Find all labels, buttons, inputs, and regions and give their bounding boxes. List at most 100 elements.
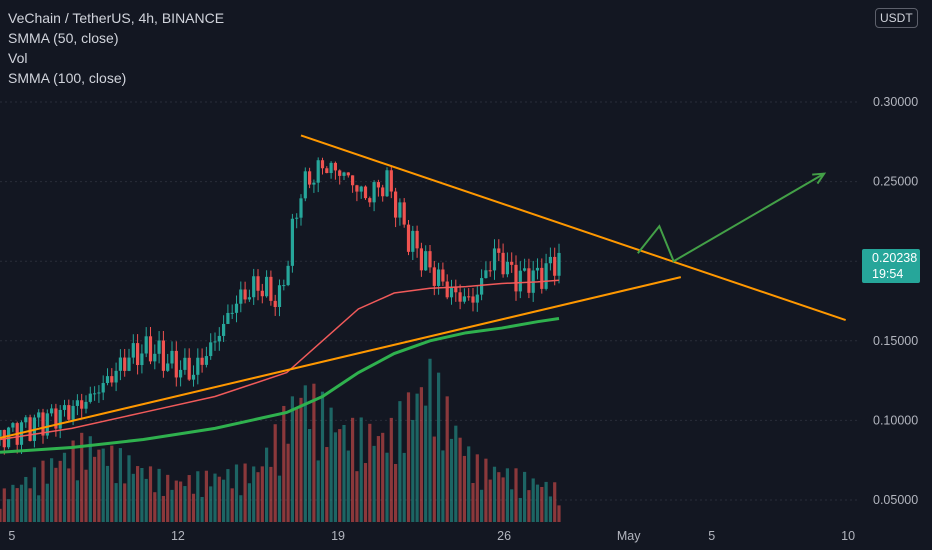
candle-body	[247, 297, 251, 300]
currency-unit-badge[interactable]: USDT	[875, 8, 918, 28]
candle-body	[497, 248, 501, 253]
volume-bar	[93, 456, 97, 522]
candle-body	[0, 429, 2, 437]
volume-bar	[187, 475, 191, 522]
candle-body	[131, 343, 135, 358]
volume-bar	[312, 383, 316, 522]
price-tick-label: 0.15000	[873, 334, 918, 348]
volume-bar	[226, 469, 230, 522]
volume-bar	[200, 496, 204, 522]
candle-body	[183, 357, 187, 370]
candle-body	[110, 376, 114, 383]
volume-bar	[183, 486, 187, 522]
candle-body	[333, 162, 337, 171]
candle-body	[355, 185, 359, 192]
volume-bar	[325, 447, 329, 522]
volume-bar	[557, 505, 561, 522]
volume-bar	[308, 428, 312, 522]
volume-bar	[256, 472, 260, 522]
volume-bar	[432, 436, 436, 522]
candle-body	[527, 268, 531, 293]
volume-bar	[105, 465, 110, 522]
candle-body	[71, 405, 75, 420]
volume-bar	[71, 440, 75, 522]
volume-bar	[32, 467, 36, 522]
volume-bar	[15, 488, 19, 522]
volume-bar	[28, 488, 32, 522]
volume-bar	[62, 452, 67, 522]
candle-body	[67, 405, 71, 420]
time-tick-label: 26	[497, 529, 511, 543]
candle-body	[84, 401, 88, 409]
volume-bar	[381, 432, 385, 522]
candle-body	[518, 270, 522, 292]
candle-body	[398, 202, 402, 218]
candle-body	[230, 312, 234, 314]
volume-bar	[355, 471, 359, 522]
volume-bar	[505, 468, 509, 522]
volume-bar	[88, 436, 92, 522]
volume-bars	[0, 358, 561, 522]
volume-bar	[449, 438, 454, 522]
volume-bar	[467, 446, 471, 522]
volume-bar	[389, 417, 393, 522]
candle-body	[320, 160, 325, 169]
volume-bar	[320, 391, 325, 522]
volume-bar	[265, 447, 269, 522]
candle-body	[471, 296, 475, 303]
volume-bar	[252, 466, 256, 522]
volume-bar	[535, 484, 540, 522]
candle-body	[458, 292, 462, 302]
candle-body	[93, 393, 97, 395]
candle-body	[363, 186, 368, 199]
price-tick-label: 0.05000	[873, 493, 918, 507]
candle-body	[488, 270, 492, 272]
volume-bar	[290, 396, 294, 522]
volume-bar	[204, 470, 208, 522]
candle-body	[62, 405, 67, 410]
candle-body	[148, 336, 153, 362]
volume-bar	[415, 393, 419, 522]
volume-bar	[118, 448, 122, 522]
volume-bar	[127, 455, 131, 522]
volume-bar	[174, 480, 178, 522]
candle-body	[105, 376, 110, 384]
candle-body	[213, 341, 217, 343]
indicator-vol[interactable]: Vol	[8, 50, 28, 66]
smma100-line	[0, 317, 560, 454]
projection-arrowhead	[812, 172, 827, 185]
indicator-smma100[interactable]: SMMA (100, close)	[8, 70, 127, 86]
volume-bar	[527, 490, 531, 522]
volume-bar	[110, 445, 114, 522]
candle-body	[58, 409, 62, 429]
volume-bar	[75, 480, 79, 522]
candle-body	[514, 264, 518, 292]
candle-body	[394, 191, 398, 218]
resistance-trendline	[300, 134, 846, 322]
candle-body	[381, 187, 385, 197]
volume-bar	[148, 466, 153, 522]
volume-bar	[385, 452, 389, 522]
candle-body	[312, 182, 316, 185]
volume-bar	[359, 417, 363, 522]
candle-body	[548, 256, 552, 264]
volume-bar	[222, 479, 226, 522]
volume-bar	[419, 387, 423, 522]
volume-bar	[209, 486, 213, 522]
price-tick-label: 0.25000	[873, 175, 918, 189]
volume-bar	[394, 463, 398, 522]
candle-body	[376, 182, 380, 188]
symbol-title[interactable]: VeChain / TetherUS, 4h, BINANCE	[8, 10, 225, 26]
volume-bar	[492, 466, 497, 522]
volume-bar	[153, 492, 157, 522]
candle-body	[260, 290, 264, 297]
volume-bar	[239, 495, 243, 522]
smma50-line	[0, 279, 560, 441]
candle-body	[389, 170, 393, 192]
time-axis[interactable]: 5 12 19 26 May 5 10	[8, 529, 855, 543]
candle-body	[114, 370, 118, 383]
volume-bar	[136, 466, 140, 522]
candle-body	[501, 252, 505, 275]
indicator-smma50[interactable]: SMMA (50, close)	[8, 30, 119, 46]
